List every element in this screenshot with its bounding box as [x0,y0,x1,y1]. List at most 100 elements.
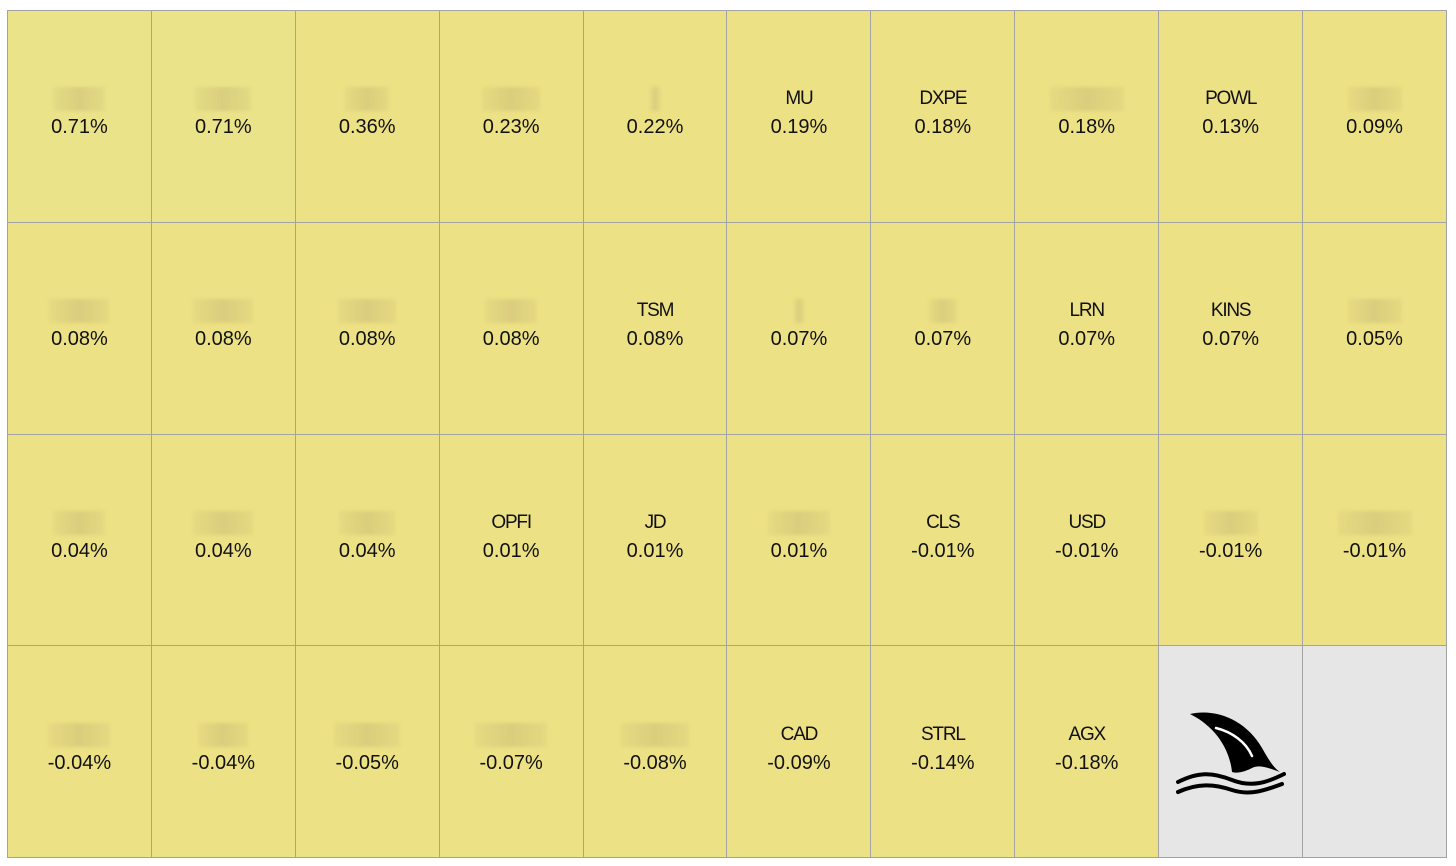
heatmap-tile: STRL -0.14% [871,646,1016,858]
heatmap-tile: TSM 0.08% [583,222,728,435]
ticker-label: OPFI [491,511,532,533]
return-value: 0.23% [482,116,540,139]
shark-fin-icon [1175,712,1286,795]
ticker-label: TSM [636,300,675,322]
heatmap-tile: POWL 0.13% [1159,11,1304,223]
heatmap-tile: LRN 0.07% [1015,222,1160,435]
return-value: 0.09% [1346,116,1403,139]
return-value: -0.09% [767,751,831,774]
redacted-ticker [1347,299,1402,324]
redacted-ticker [198,722,249,747]
heatmap-tile: 0.04% [151,434,296,647]
return-value: -0.05% [335,751,399,774]
heatmap-tile: 0.01% [727,434,872,647]
returns-heatmap: 0.71% 0.71% 0.36% 0.23% 0.22% MU 0.19% DXPE 0.18… [7,10,1447,858]
return-value: 0.01% [482,539,540,562]
redacted-ticker [334,722,401,747]
return-value: 0.71% [51,116,108,139]
heatmap-tile: -0.01% [1303,434,1447,647]
redacted-ticker [928,299,957,324]
return-value: 0.08% [338,328,396,351]
heatmap-tile: 0.23% [439,11,584,223]
redacted-ticker [1203,510,1258,535]
redacted-ticker [193,299,254,324]
return-value: -0.01% [1198,539,1263,562]
return-value: -0.01% [911,539,975,562]
ticker-label: DXPE [919,88,967,110]
return-value: 0.36% [338,116,396,139]
return-value: 0.07% [914,328,972,351]
heatmap-tile: 0.04% [295,434,440,647]
redacted-ticker [345,87,390,112]
return-value: 0.08% [194,328,252,351]
heatmap-tile: 0.04% [8,434,152,647]
return-value: -0.04% [191,751,256,774]
ticker-label: CAD [780,723,819,745]
ticker-label: STRL [920,723,966,745]
heatmap-tile: MU 0.19% [727,11,872,223]
heatmap-tile: -0.01% [1159,434,1304,647]
heatmap-tile: 0.71% [8,11,152,223]
return-value: -0.01% [1055,539,1119,562]
logo-tile [1159,646,1304,858]
ticker-label: KINS [1210,300,1252,322]
redacted-ticker [767,510,830,535]
heatmap-tile: AGX -0.18% [1015,646,1160,858]
heatmap-tile: CAD -0.09% [727,646,872,858]
return-value: -0.07% [479,751,543,774]
ticker-label: LRN [1069,300,1106,322]
redacted-ticker [475,722,548,747]
heatmap-tile: KINS 0.07% [1159,222,1304,435]
redacted-ticker [1347,87,1402,112]
return-value: 0.08% [51,328,108,351]
redacted-ticker [339,510,396,535]
return-value: 0.07% [1202,328,1259,351]
return-value: -0.18% [1055,751,1119,774]
return-value: 0.08% [482,328,540,351]
return-value: 0.04% [338,539,396,562]
heatmap-tile: 0.09% [1303,11,1447,223]
return-value: -0.14% [911,751,975,774]
ticker-label: POWL [1205,88,1257,110]
heatmap-tile: 0.08% [151,222,296,435]
heatmap-tile: 0.22% [583,11,728,223]
return-value: 0.04% [194,539,252,562]
heatmap-tile: 0.36% [295,11,440,223]
heatmap-tile: DXPE 0.18% [871,11,1016,223]
heatmap-tile: JD 0.01% [583,434,728,647]
redacted-ticker [1337,510,1412,535]
redacted-ticker [195,87,252,112]
ticker-label: MU [785,88,813,110]
return-value: 0.01% [770,539,828,562]
heatmap-tile: 0.07% [727,222,872,435]
redacted-ticker [49,299,110,324]
heatmap-tile: -0.05% [295,646,440,858]
heatmap-tile: OPFI 0.01% [439,434,584,647]
return-value: 0.07% [1058,328,1116,351]
redacted-ticker [53,510,106,535]
return-value: 0.05% [1346,328,1403,351]
heatmap-tile: 0.07% [871,222,1016,435]
heatmap-tile: -0.04% [8,646,152,858]
return-value: 0.04% [51,539,108,562]
empty-tile [1303,646,1447,858]
redacted-ticker [48,722,111,747]
redacted-ticker [193,510,254,535]
heatmap-tile: 0.08% [8,222,152,435]
ticker-label: CLS [926,511,961,533]
redacted-ticker [793,299,804,324]
heatmap-tile: USD -0.01% [1015,434,1160,647]
return-value: 0.18% [914,116,972,139]
redacted-ticker [621,722,690,747]
return-value: 0.18% [1058,116,1116,139]
return-value: -0.04% [47,751,112,774]
return-value: 0.13% [1202,116,1259,139]
return-value: 0.22% [626,116,684,139]
heatmap-tile: -0.07% [439,646,584,858]
return-value: 0.08% [626,328,684,351]
return-value: 0.01% [626,539,684,562]
redacted-ticker [1049,87,1124,112]
heatmap-tile: -0.08% [583,646,728,858]
heatmap-tile: -0.04% [151,646,296,858]
heatmap-tile: 0.05% [1303,222,1447,435]
